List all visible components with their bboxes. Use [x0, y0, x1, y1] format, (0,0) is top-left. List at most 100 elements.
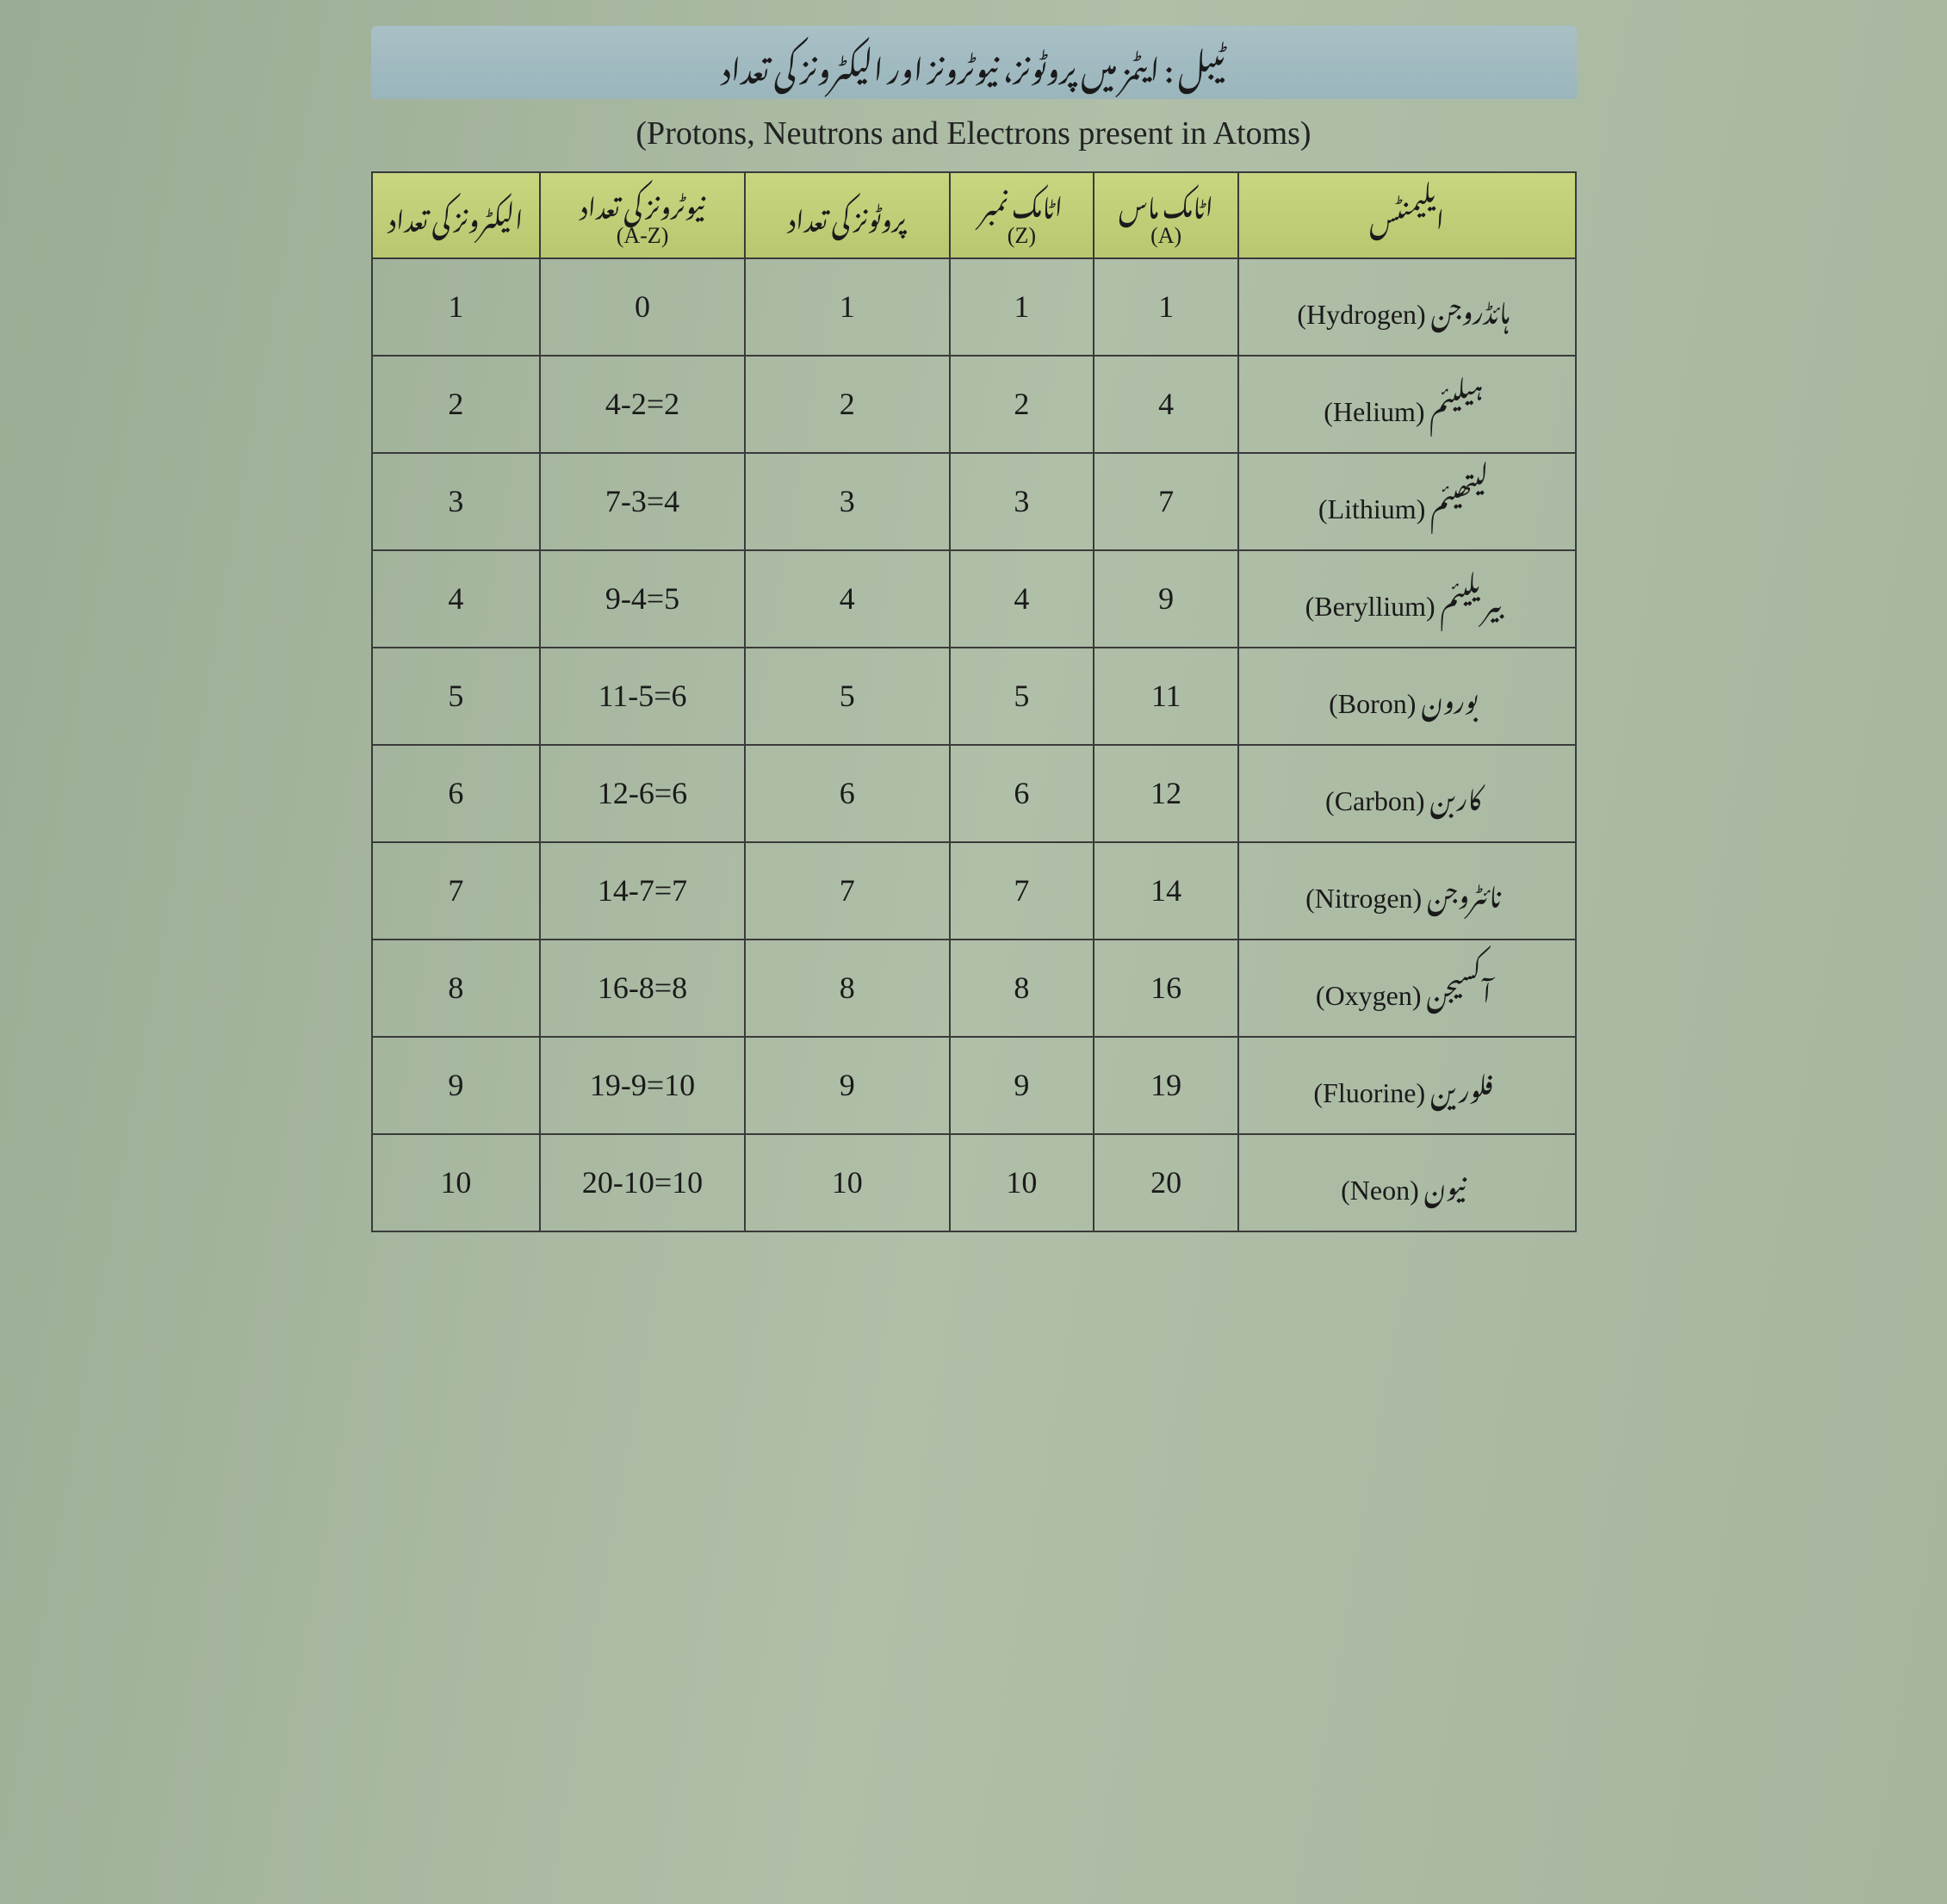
cell-protons: 5: [745, 648, 950, 745]
table-row: 10111(Hydrogen)ہائڈروجن: [372, 258, 1576, 356]
cell-atomic-mass: 14: [1094, 842, 1238, 940]
cell-electrons: 6: [372, 745, 541, 842]
cell-atomic-number: 8: [950, 940, 1094, 1037]
cell-atomic-mass: 7: [1094, 453, 1238, 550]
cell-protons: 1: [745, 258, 950, 356]
cell-protons: 8: [745, 940, 950, 1037]
cell-element: (Oxygen)آکسیجن: [1238, 940, 1575, 1037]
cell-element: (Neon)نیون: [1238, 1134, 1575, 1231]
element-name-urdu: بورون: [1421, 664, 1478, 729]
col-protons: پروٹونز کی تعداد: [745, 172, 950, 258]
cell-atomic-number: 10: [950, 1134, 1094, 1231]
table-row: 49-4=5449(Beryllium)بیریلیئم: [372, 550, 1576, 648]
element-name-urdu: بیریلیئم: [1441, 567, 1502, 631]
col-atomic-number-urdu: اٹامک نمبر: [958, 182, 1087, 223]
col-element-urdu: ایلیمنٹس: [1246, 195, 1567, 236]
cell-atomic-number: 5: [950, 648, 1094, 745]
col-atomic-number: اٹامک نمبر (Z): [950, 172, 1094, 258]
cell-atomic-mass: 1: [1094, 258, 1238, 356]
cell-electrons: 2: [372, 356, 541, 453]
table-row: 24-2=2224(Helium)ہیلیئم: [372, 356, 1576, 453]
element-name-urdu: نائٹروجن: [1427, 859, 1501, 923]
cell-neutrons: 14-7=7: [540, 842, 745, 940]
col-electrons: الیکٹرونز کی تعداد: [372, 172, 541, 258]
cell-atomic-mass: 19: [1094, 1037, 1238, 1134]
cell-protons: 4: [745, 550, 950, 648]
element-name-urdu: نیون: [1424, 1150, 1466, 1215]
element-name-en: (Lithium): [1318, 493, 1425, 524]
table-body: 10111(Hydrogen)ہائڈروجن24-2=2224(Helium)…: [372, 258, 1576, 1231]
atoms-table: الیکٹرونز کی تعداد نیوٹرونز کی تعداد (A-…: [371, 171, 1577, 1232]
table-row: 714-7=77714(Nitrogen)نائٹروجن: [372, 842, 1576, 940]
col-protons-urdu: پروٹونز کی تعداد: [753, 195, 942, 236]
cell-electrons: 3: [372, 453, 541, 550]
title-urdu: ٹیبل : ایٹمز میں پروٹونز، نیوٹرونز اور ا…: [722, 25, 1225, 102]
cell-atomic-number: 9: [950, 1037, 1094, 1134]
cell-element: (Fluorine)فلورین: [1238, 1037, 1575, 1134]
cell-electrons: 8: [372, 940, 541, 1037]
table-row: 816-8=88816(Oxygen)آکسیجن: [372, 940, 1576, 1037]
cell-protons: 10: [745, 1134, 950, 1231]
col-neutrons-urdu: نیوٹرونز کی تعداد: [548, 182, 737, 223]
element-name-en: (Helium): [1324, 396, 1424, 427]
cell-atomic-number: 3: [950, 453, 1094, 550]
subtitle-en: (Protons, Neutrons and Electrons present…: [371, 115, 1577, 152]
element-name-en: (Carbon): [1325, 785, 1425, 816]
cell-element: (Hydrogen)ہائڈروجن: [1238, 258, 1575, 356]
cell-element: (Lithium)لیتھیئم: [1238, 453, 1575, 550]
cell-protons: 9: [745, 1037, 950, 1134]
cell-neutrons: 12-6=6: [540, 745, 745, 842]
element-name-urdu: ہائڈروجن: [1431, 275, 1510, 339]
page: ٹیبل : ایٹمز میں پروٹونز، نیوٹرونز اور ا…: [371, 26, 1577, 1232]
cell-neutrons: 4-2=2: [540, 356, 745, 453]
cell-protons: 6: [745, 745, 950, 842]
table-row: 37-3=4337(Lithium)لیتھیئم: [372, 453, 1576, 550]
element-name-en: (Boron): [1329, 688, 1416, 719]
element-name-urdu: لیتھیئم: [1430, 469, 1488, 534]
element-name-urdu: ہیلیئم: [1430, 372, 1484, 437]
cell-atomic-mass: 16: [1094, 940, 1238, 1037]
element-name-urdu: کاربن: [1430, 761, 1482, 826]
table-row: 612-6=66612(Carbon)کاربن: [372, 745, 1576, 842]
col-neutrons: نیوٹرونز کی تعداد (A-Z): [540, 172, 745, 258]
col-atomic-mass: اٹامک ماس (A): [1094, 172, 1238, 258]
cell-element: (Helium)ہیلیئم: [1238, 356, 1575, 453]
element-name-urdu: فلورین: [1430, 1053, 1493, 1118]
cell-element: (Carbon)کاربن: [1238, 745, 1575, 842]
element-name-en: (Beryllium): [1305, 591, 1435, 622]
title-bar: ٹیبل : ایٹمز میں پروٹونز، نیوٹرونز اور ا…: [371, 26, 1577, 99]
table-row: 511-5=65511(Boron)بورون: [372, 648, 1576, 745]
col-atomic-number-sub: (Z): [958, 223, 1087, 249]
cell-atomic-number: 4: [950, 550, 1094, 648]
col-atomic-mass-urdu: اٹامک ماس: [1101, 182, 1231, 223]
cell-protons: 2: [745, 356, 950, 453]
col-neutrons-sub: (A-Z): [548, 223, 737, 249]
element-name-en: (Fluorine): [1313, 1077, 1425, 1108]
cell-neutrons: 7-3=4: [540, 453, 745, 550]
cell-atomic-number: 1: [950, 258, 1094, 356]
cell-electrons: 9: [372, 1037, 541, 1134]
cell-protons: 3: [745, 453, 950, 550]
cell-atomic-mass: 12: [1094, 745, 1238, 842]
cell-neutrons: 9-4=5: [540, 550, 745, 648]
element-name-en: (Oxygen): [1316, 980, 1422, 1011]
cell-neutrons: 16-8=8: [540, 940, 745, 1037]
col-electrons-urdu: الیکٹرونز کی تعداد: [380, 195, 533, 236]
cell-atomic-mass: 11: [1094, 648, 1238, 745]
cell-electrons: 4: [372, 550, 541, 648]
cell-electrons: 5: [372, 648, 541, 745]
cell-element: (Beryllium)بیریلیئم: [1238, 550, 1575, 648]
cell-neutrons: 20-10=10: [540, 1134, 745, 1231]
element-name-en: (Nitrogen): [1305, 883, 1422, 914]
cell-neutrons: 11-5=6: [540, 648, 745, 745]
cell-protons: 7: [745, 842, 950, 940]
cell-neutrons: 19-9=10: [540, 1037, 745, 1134]
cell-atomic-mass: 4: [1094, 356, 1238, 453]
cell-atomic-number: 6: [950, 745, 1094, 842]
element-name-en: (Neon): [1341, 1175, 1419, 1206]
cell-electrons: 1: [372, 258, 541, 356]
element-name-urdu: آکسیجن: [1427, 956, 1491, 1020]
cell-atomic-mass: 20: [1094, 1134, 1238, 1231]
col-element: ایلیمنٹس: [1238, 172, 1575, 258]
table-row: 1020-10=10101020(Neon)نیون: [372, 1134, 1576, 1231]
